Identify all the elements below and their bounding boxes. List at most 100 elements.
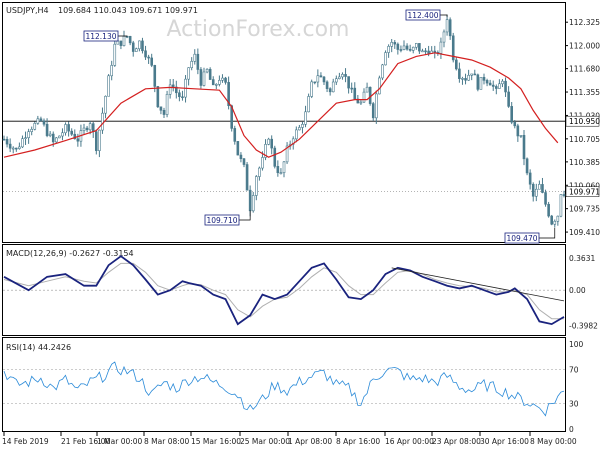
candle-body	[95, 132, 97, 151]
current-price-marker-label: 109.971	[569, 188, 600, 197]
candle-body	[163, 110, 165, 114]
candle-body	[117, 41, 119, 44]
candle-body	[154, 65, 156, 86]
candle-body	[249, 190, 251, 211]
candle-body	[37, 119, 39, 124]
candle-body	[215, 84, 217, 85]
candle-body	[560, 195, 562, 217]
candle-body	[203, 72, 205, 86]
candle-body	[514, 122, 516, 126]
rsi-ytick-label: 100	[569, 340, 584, 349]
candle-body	[418, 43, 420, 51]
xtick-label: 1 Apr 08:00	[288, 437, 332, 446]
candle-body	[394, 42, 396, 44]
candle-body	[541, 184, 543, 192]
candle-body	[277, 166, 279, 172]
candle-body	[191, 61, 193, 67]
symbol-label: USDJPY,H4	[6, 6, 49, 15]
candle-body	[535, 189, 537, 196]
candle-body	[425, 51, 427, 52]
candle-body	[338, 77, 340, 79]
candle-body	[474, 74, 476, 75]
candle-body	[234, 128, 236, 141]
candle-body	[421, 51, 423, 52]
candle-body	[409, 49, 411, 50]
candle-body	[240, 155, 242, 159]
candle-body	[123, 36, 125, 45]
candle-body	[400, 50, 402, 51]
macd-ytick-label: 0.00	[569, 286, 586, 295]
candle-body	[505, 81, 507, 92]
candle-body	[132, 43, 134, 52]
candle-body	[538, 184, 540, 189]
xtick-label: 16 Apr 00:00	[385, 437, 434, 446]
candle-body	[388, 46, 390, 52]
candle-body	[314, 82, 316, 83]
price-ytick-label: 110.705	[569, 135, 600, 144]
rsi-ytick-label: 70	[569, 366, 579, 375]
candle-body	[261, 157, 263, 168]
macd-ytick-label: 0.3631	[569, 254, 595, 263]
macd-ytick-label: -0.3982	[569, 322, 598, 331]
candle-body	[477, 75, 479, 90]
candle-body	[172, 85, 174, 87]
xtick-label: 8 Mar 08:00	[144, 437, 190, 446]
candle-body	[428, 51, 430, 53]
candle-body	[301, 124, 303, 127]
candle-body	[169, 85, 171, 94]
candle-body	[366, 87, 368, 92]
candle-body	[329, 89, 331, 92]
candle-body	[178, 93, 180, 97]
candle-body	[391, 42, 393, 46]
candle-body	[49, 134, 51, 136]
candle-body	[326, 82, 328, 89]
candle-body	[385, 53, 387, 65]
candle-body	[311, 82, 313, 97]
candle-body	[511, 106, 513, 122]
candle-body	[369, 87, 371, 103]
annotation-label: 109.470	[506, 234, 537, 243]
price-ytick-label: 109.410	[569, 228, 600, 237]
candle-body	[440, 42, 442, 53]
candle-body	[317, 76, 319, 82]
candle-body	[308, 96, 310, 111]
candle-body	[135, 49, 137, 52]
candle-body	[495, 86, 497, 88]
candle-body	[268, 139, 270, 144]
candle-body	[348, 77, 350, 89]
candle-body	[212, 80, 214, 85]
candle-body	[332, 82, 334, 92]
candle-body	[345, 74, 347, 76]
candle-body	[221, 78, 223, 80]
candle-body	[18, 147, 20, 149]
macd-title: MACD(12,26,9) -0.2627 -0.3154	[6, 249, 134, 258]
candle-body	[157, 86, 159, 106]
candle-body	[108, 76, 110, 96]
candle-body	[246, 165, 248, 191]
candle-body	[28, 132, 30, 138]
candle-body	[375, 94, 377, 118]
candle-body	[225, 78, 227, 82]
candle-body	[381, 65, 383, 78]
ohlc-readout: 109.684 110.043 109.671 109.971	[58, 6, 198, 15]
candle-body	[335, 79, 337, 82]
candle-body	[148, 57, 150, 58]
candle-body	[89, 124, 91, 130]
xtick-label: 30 Apr 16:00	[480, 437, 529, 446]
candle-body	[166, 94, 168, 114]
candle-body	[468, 75, 470, 80]
candle-body	[243, 159, 245, 165]
candle-body	[563, 195, 565, 196]
watermark: ActionForex.com	[167, 17, 350, 42]
candle-body	[71, 131, 73, 134]
xtick-label: 23 Apr 08:00	[432, 437, 481, 446]
candle-body	[3, 139, 5, 140]
candle-body	[258, 168, 260, 176]
candle-body	[92, 124, 94, 132]
annotation-label: 112.130	[85, 32, 116, 41]
candle-body	[489, 83, 491, 85]
candle-body	[160, 107, 162, 110]
candle-body	[341, 74, 343, 77]
candle-body	[434, 51, 436, 52]
